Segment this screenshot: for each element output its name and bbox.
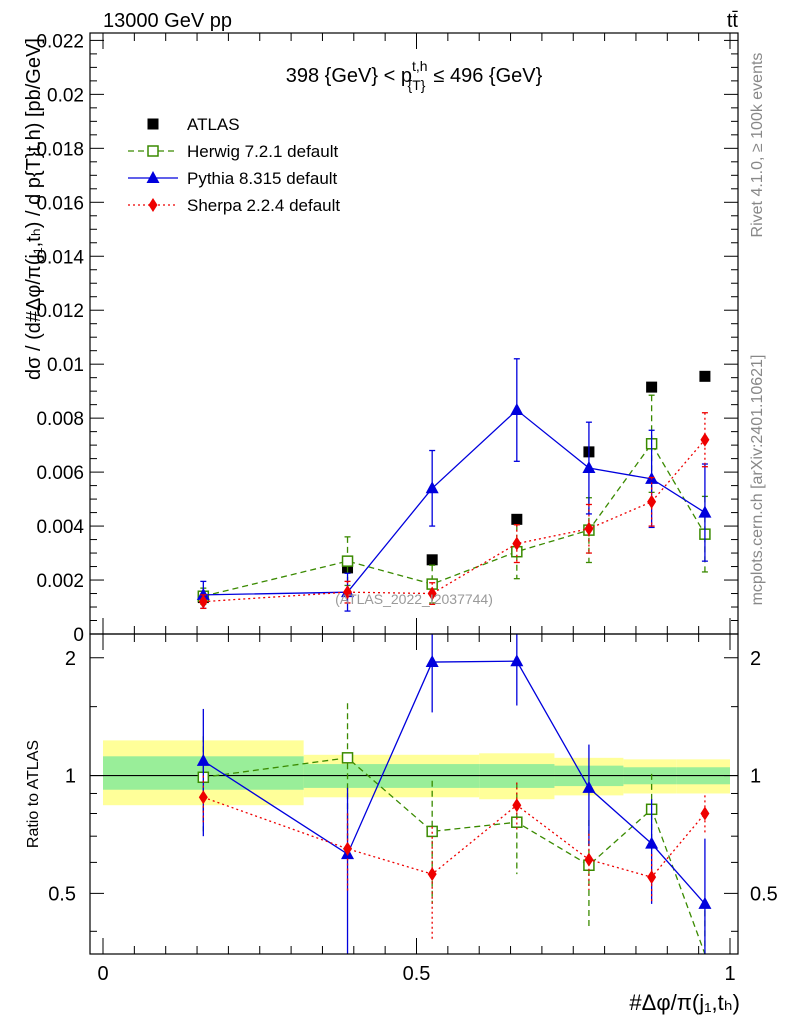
analysis-watermark: (ATLAS_2022_I2037744) [335,591,493,607]
herwig-ratio-point [341,752,354,764]
sherpa-legend-label: Sherpa 2.2.4 default [187,196,340,215]
x-axis-label: #Δφ/π(j₁,tₕ) [629,990,740,1015]
herwig-ratio-point [511,816,523,828]
pythia-point [582,461,596,474]
sherpa-point [343,585,353,600]
pythia-legend-marker [146,171,160,183]
atlas-legend-label: ATLAS [187,115,240,134]
sherpa-ratio-point [700,806,710,821]
ratio-tick-label-right: 2 [750,648,761,670]
y-tick-label: 0.004 [36,517,84,538]
sherpa-ratio-point [343,841,353,856]
atlas-point [699,370,711,382]
pythia-point [698,505,712,518]
sherpa-ratio-point [512,798,522,813]
y-tick-label: 0.008 [36,409,84,430]
x-tick-label: 0 [97,963,108,985]
herwig-series [197,394,711,605]
pythia-point [425,481,439,494]
ratio-tick-label: 1 [65,766,76,788]
mcplots-reference-label: mcplots.cern.ch [arXiv:2401.10621] [749,355,766,606]
pythia-ratio-point [510,654,524,667]
sherpa-ratio-point [198,790,208,805]
sherpa-ratio-point [647,870,657,885]
sherpa-series [198,412,710,610]
atlas-point [646,381,658,393]
pythia-ratio-point [645,836,659,849]
sherpa-legend-marker [148,198,158,212]
sherpa-ratio-point [427,867,437,882]
rivet-version-label: Rivet 4.1.0, ≥ 100k events [749,53,766,238]
y-tick-label: 0.002 [36,571,84,592]
y-axis-label: dσ / (d#Δφ/π(j₁,tₕ) / d p{T}t,h) [pb/GeV… [23,38,45,380]
y-tick-label: 0.006 [36,463,84,484]
sherpa-point [584,521,594,536]
ratio-panel-frame [89,633,739,955]
sherpa-ratio-series [198,775,710,941]
herwig-line [203,442,706,597]
x-tick-label: 1 [724,963,735,985]
pythia-series [196,358,712,612]
sherpa-point [427,586,437,601]
pythia-ratio-point [582,780,596,793]
herwig-point [341,555,354,567]
ratio-y-axis-label: Ratio to ATLAS [25,740,42,848]
pythia-line [203,409,706,596]
sherpa-point [198,594,208,609]
y-tick-label: 0.01 [47,355,84,376]
herwig-legend-marker [147,145,159,157]
pythia-ratio-point [196,753,210,766]
sherpa-ratio-point [584,852,594,867]
herwig-legend-label: Herwig 7.2.1 default [187,142,338,161]
legend: ATLAS Herwig 7.2.1 default Pythia 8.315 de… [128,115,340,215]
y-tick-label: 0.014 [36,247,84,268]
pythia-point [196,587,210,600]
main-axis: 0 0.002 0.004 0.006 0.008 0.01 0.012 0.014 0.016… [36,31,738,646]
ratio-panel: 0 0.5 1 0.5 0.5 1 1 2 2 [48,633,778,985]
atlas-legend-marker [147,118,159,130]
ratio-tick-label: 0.5 [48,883,76,905]
sherpa-line [203,439,706,603]
y-tick-label: 0.012 [36,301,84,322]
pythia-ratio-point [698,896,712,909]
process-label: tt̄ [727,10,739,32]
x-tick-label: 0.5 [403,963,431,985]
main-panel: 0 0.002 0.004 0.006 0.008 0.01 0.012 0.014 0.016… [36,31,739,646]
y-tick-label: 0.02 [47,85,84,106]
y-tick-label: 0.016 [36,193,84,214]
sherpa-point [700,432,710,447]
main-data-layer [196,358,712,612]
sherpa-point [647,494,657,509]
y-tick-label: 0.018 [36,139,84,160]
ratio-axis: 0 0.5 1 0.5 0.5 1 1 2 2 [48,634,778,985]
atlas-point [511,513,523,525]
ratio-tick-label-right: 1 [750,766,761,788]
sherpa-point [512,536,522,551]
ratio-tick-label: 2 [65,648,76,670]
ratio-tick-label-right: 0.5 [750,883,778,905]
y-tick-label: 0 [73,625,84,646]
atlas-point [426,554,438,566]
energy-label: 13000 GeV pp [103,10,232,32]
atlas-series [197,370,711,604]
pythia-legend-label: Pythia 8.315 default [187,169,338,188]
pythia-ratio-point [425,655,439,668]
herwig-ratio-point [426,825,438,838]
pythia-point [510,403,524,416]
chart-title: 398 {GeV} < pt,h {T} ≤ 496 {GeV} [286,58,543,93]
ratio-data-layer [90,634,738,955]
y-tick-label: 0.022 [36,31,84,52]
